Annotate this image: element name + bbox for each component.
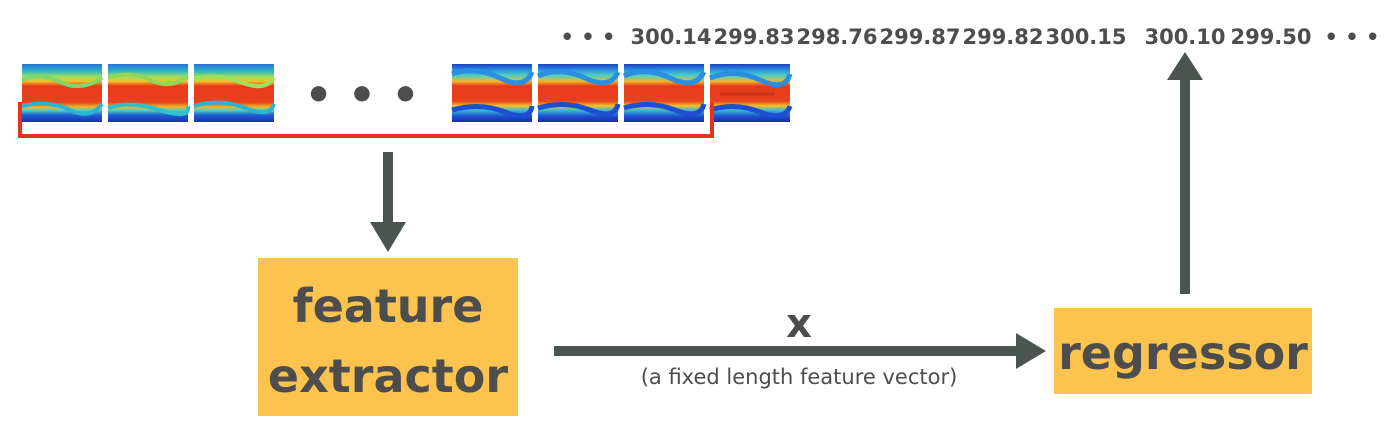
sequence-value: 298.76	[796, 25, 877, 49]
feature-extractor-label-line2: extractor	[268, 349, 508, 403]
sequence-lead-ellipsis: • • •	[561, 25, 616, 49]
sequence-value: 299.82	[962, 25, 1043, 49]
sequence-value: 300.10	[1144, 25, 1225, 49]
value-sequence: • • • 300.14 299.83 298.76 299.87 299.82…	[561, 25, 1380, 49]
heatmap-frame	[709, 64, 793, 122]
feature-vector-arrow	[554, 333, 1046, 369]
feature-vector-description: (a fixed length feature vector)	[641, 365, 958, 389]
frames-gap-ellipsis: • • •	[304, 70, 419, 121]
arrow-to-output-value	[1167, 52, 1203, 294]
feature-extractor-label-line1: feature	[293, 279, 484, 333]
sequence-value: 299.83	[713, 25, 794, 49]
regressor-box: regressor	[1054, 308, 1312, 394]
heatmap-frame	[622, 64, 707, 122]
sequence-value: 299.87	[879, 25, 960, 49]
heatmap-frame	[451, 64, 535, 122]
heatmap-frame	[536, 64, 621, 122]
arrow-to-extractor	[370, 152, 406, 252]
heatmap-frame	[193, 64, 276, 122]
feature-vector-symbol: x	[786, 301, 812, 347]
sequence-value: 300.14	[630, 25, 711, 49]
window-bracket	[18, 102, 714, 138]
heatmap-frame	[107, 64, 191, 122]
sequence-value: 299.50	[1230, 25, 1311, 49]
heatmap-frame	[21, 64, 104, 122]
sequence-trail-ellipsis: • • •	[1325, 25, 1380, 49]
frame-strip: • • •	[21, 64, 793, 122]
sequence-value: 300.15	[1045, 25, 1126, 49]
regressor-label: regressor	[1058, 326, 1308, 380]
feature-extractor-box: feature extractor	[258, 258, 518, 416]
